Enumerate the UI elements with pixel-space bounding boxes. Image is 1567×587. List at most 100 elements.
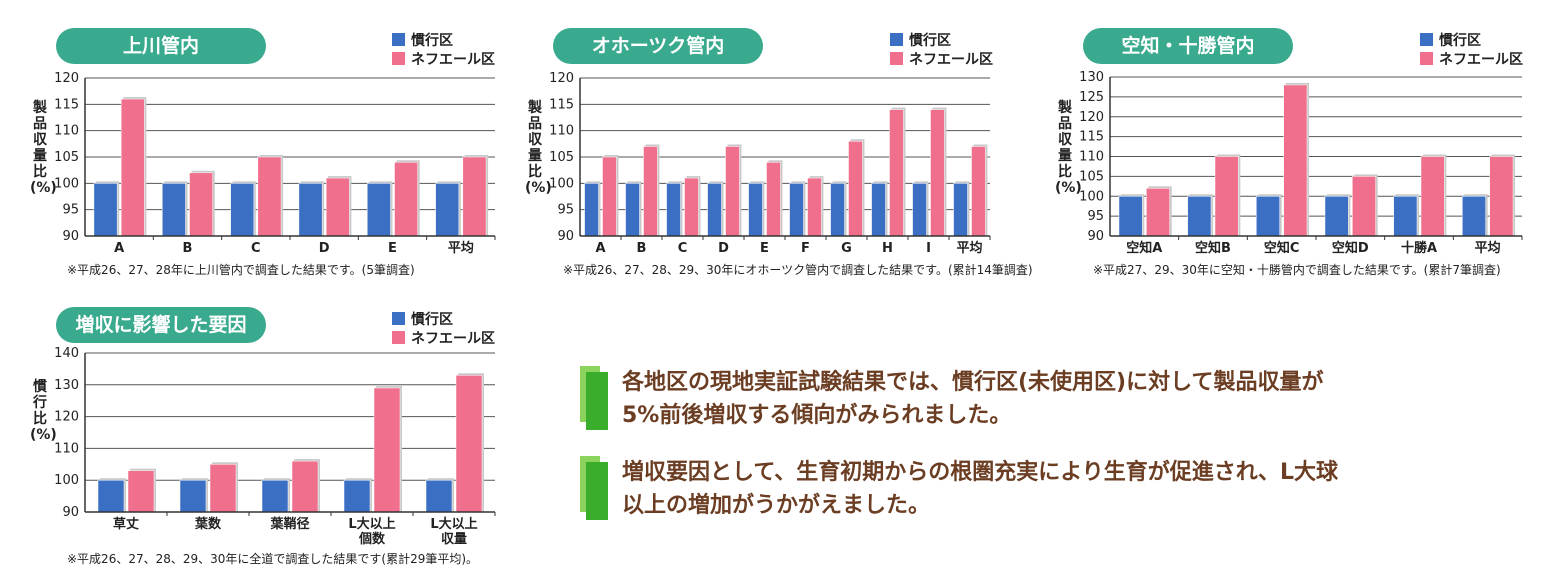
bar-conventional bbox=[830, 183, 845, 237]
bar-conventional bbox=[298, 183, 323, 237]
bar-nefuel bbox=[1283, 84, 1308, 237]
y-tick-label: 100 bbox=[1079, 189, 1104, 204]
y-tick-label: 130 bbox=[54, 378, 79, 393]
bar-conventional bbox=[367, 183, 391, 237]
bar-conventional bbox=[912, 183, 927, 237]
legend-label-conventional: 慣行区 bbox=[1439, 32, 1481, 49]
bar-conventional bbox=[1118, 196, 1143, 237]
bar-nefuel bbox=[127, 470, 155, 513]
legend-swatch-nefuel bbox=[890, 52, 903, 65]
bar-nefuel bbox=[930, 109, 945, 237]
summary-line: 5%前後増収する傾向がみられました。 bbox=[622, 403, 1012, 428]
chart-note: ※平成26、27、28、29、30年にオホーツク管内で調査した結果です。(累計1… bbox=[563, 263, 1033, 277]
summary-line: 増収要因として、生育初期からの根圏充実により生育が促進され、L大球 bbox=[622, 460, 1339, 485]
bar-conventional bbox=[93, 183, 118, 237]
legend-label-conventional: 慣行区 bbox=[909, 32, 951, 49]
x-tick-label: D bbox=[319, 241, 330, 256]
y-tick-label: 90 bbox=[62, 229, 79, 244]
y-tick-label: 130 bbox=[1079, 70, 1104, 85]
x-tick-label: 個数 bbox=[358, 531, 386, 547]
x-tick-label: G bbox=[841, 241, 852, 256]
legend-swatch-conventional bbox=[392, 312, 405, 325]
bar-nefuel bbox=[462, 156, 487, 237]
legend-swatch-nefuel bbox=[392, 52, 405, 65]
y-tick-label: 95 bbox=[62, 203, 79, 218]
summary-item: 増収要因として、生育初期からの根圏充実により生育が促進され、L大球 以上の増加が… bbox=[580, 456, 1520, 546]
y-tick-label: 110 bbox=[54, 441, 79, 456]
chart-note: ※平成26、27、28、29、30年に全道で調査した結果です(累計29筆平均)。 bbox=[67, 552, 479, 566]
y-tick-label: 90 bbox=[1087, 229, 1104, 244]
bar-nefuel bbox=[684, 177, 699, 237]
summary-text: 増収要因として、生育初期からの根圏充実により生育が促進され、L大球 以上の増加が… bbox=[622, 456, 1338, 522]
y-tick-label: 120 bbox=[54, 71, 79, 86]
bar-conventional bbox=[1256, 196, 1280, 237]
chart-legend: 慣行区 ネフエール区 bbox=[1420, 30, 1523, 68]
chart-note: ※平成27、29、30年に空知・十勝管内で調査した結果です。(累計7筆調査) bbox=[1093, 263, 1501, 277]
bar-conventional bbox=[1462, 196, 1486, 237]
bar-conventional bbox=[666, 183, 681, 237]
bar-nefuel bbox=[971, 146, 986, 237]
bar-nefuel bbox=[455, 375, 483, 513]
x-tick-label: 草丈 bbox=[113, 516, 139, 532]
y-tick-label: 90 bbox=[62, 505, 79, 520]
x-tick-label: A bbox=[114, 241, 124, 256]
chart-title-pill: 増収に影響した要因 bbox=[56, 307, 266, 343]
bar-nefuel bbox=[394, 162, 418, 237]
chart-legend: 慣行区 ネフエール区 bbox=[392, 30, 495, 68]
x-tick-label: 空知A bbox=[1126, 240, 1162, 256]
bar-nefuel bbox=[291, 460, 319, 513]
bar-conventional bbox=[789, 183, 804, 237]
legend-label-nefuel: ネフエール区 bbox=[411, 330, 495, 347]
legend-label-nefuel: ネフエール区 bbox=[909, 51, 993, 68]
bar-conventional bbox=[425, 479, 453, 513]
y-tick-label: 100 bbox=[549, 176, 574, 191]
x-tick-label: 空知B bbox=[1195, 240, 1231, 256]
chart-panel-sorachi-tokachi: 空知・十勝管内 慣行区 ネフエール区 製品収量比(%) 130 125 120 115… bbox=[1055, 28, 1535, 283]
x-tick-label: 十勝A bbox=[1401, 240, 1437, 256]
y-tick-label: 100 bbox=[54, 473, 79, 488]
bar-nefuel bbox=[209, 464, 237, 513]
bar-nefuel bbox=[257, 156, 282, 237]
y-tick-label: 140 bbox=[54, 346, 79, 361]
bar-nefuel bbox=[889, 109, 904, 237]
y-tick-label: 105 bbox=[1079, 169, 1104, 184]
y-tick-label: 120 bbox=[1079, 110, 1104, 125]
green-bullet-mark bbox=[580, 366, 608, 430]
x-tick-label: 平均 bbox=[448, 240, 474, 256]
bar-conventional bbox=[230, 183, 255, 237]
legend-label-nefuel: ネフエール区 bbox=[1439, 51, 1523, 68]
chart-panel-factors: 増収に影響した要因 慣行区 ネフエール区 慣行比(%) 140 130 120 110… bbox=[30, 307, 500, 582]
bar-nefuel bbox=[602, 156, 617, 237]
x-tick-label: 葉鞘径 bbox=[269, 516, 309, 532]
y-tick-label: 110 bbox=[1079, 150, 1104, 165]
y-tick-label: 120 bbox=[549, 71, 574, 86]
bar-nefuel bbox=[120, 98, 145, 237]
chart-title-pill: 空知・十勝管内 bbox=[1083, 28, 1293, 64]
legend-label-conventional: 慣行区 bbox=[411, 32, 453, 49]
x-tick-label: B bbox=[637, 241, 647, 256]
chart-svg: 130 125 120 115 110 105 100 95 90 空知A 空知B 空知C 空知D 十勝A… bbox=[1079, 70, 1523, 256]
legend-swatch-conventional bbox=[1420, 33, 1433, 46]
bar-conventional bbox=[179, 479, 207, 513]
y-tick-label: 110 bbox=[549, 124, 574, 139]
x-tick-label: A bbox=[595, 241, 605, 256]
x-tick-label: 空知D bbox=[1332, 240, 1369, 256]
chart-title-pill: オホーツク管内 bbox=[553, 28, 763, 64]
x-tick-label: 葉数 bbox=[194, 516, 222, 532]
x-tick-label: E bbox=[760, 241, 769, 256]
bar-nefuel bbox=[1489, 156, 1514, 237]
bar-conventional bbox=[162, 183, 186, 237]
bar-conventional bbox=[707, 183, 722, 237]
bar-nefuel bbox=[643, 146, 658, 237]
x-tick-label: C bbox=[251, 241, 261, 256]
x-tick-label: C bbox=[678, 241, 688, 256]
legend-swatch-nefuel bbox=[1420, 52, 1433, 65]
bar-conventional bbox=[1187, 196, 1212, 237]
chart-legend: 慣行区 ネフエール区 bbox=[392, 309, 495, 347]
legend-swatch-conventional bbox=[890, 33, 903, 46]
bar-conventional bbox=[953, 183, 968, 237]
bar-nefuel bbox=[1214, 156, 1239, 237]
x-tick-label: D bbox=[718, 241, 729, 256]
chart-panel-okhotsk: オホーツク管内 慣行区 ネフエール区 製品収量比(%) 120 115 110 105… bbox=[525, 28, 1033, 283]
